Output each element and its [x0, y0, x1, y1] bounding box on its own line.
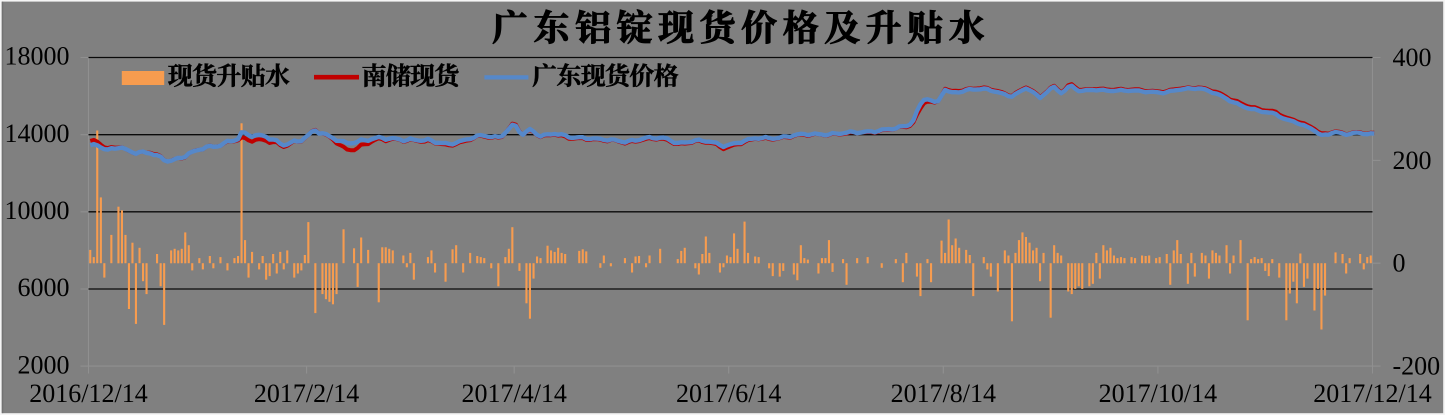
svg-text:2017/12/14: 2017/12/14: [1313, 379, 1431, 408]
svg-text:2017/4/14: 2017/4/14: [461, 379, 566, 408]
svg-text:2017/6/14: 2017/6/14: [676, 379, 781, 408]
svg-text:10000: 10000: [5, 196, 70, 225]
svg-text:400: 400: [1393, 43, 1432, 72]
svg-text:0: 0: [1393, 249, 1406, 278]
svg-text:2017/10/14: 2017/10/14: [1099, 379, 1217, 408]
svg-text:18000: 18000: [5, 42, 70, 71]
svg-text:2000: 2000: [18, 350, 70, 379]
svg-text:14000: 14000: [5, 119, 70, 148]
svg-text:2017/2/14: 2017/2/14: [254, 379, 359, 408]
svg-text:-200: -200: [1393, 352, 1441, 381]
svg-text:6000: 6000: [18, 273, 70, 302]
svg-text:2016/12/14: 2016/12/14: [29, 379, 147, 408]
svg-text:2017/8/14: 2017/8/14: [891, 379, 996, 408]
svg-text:200: 200: [1393, 146, 1432, 175]
